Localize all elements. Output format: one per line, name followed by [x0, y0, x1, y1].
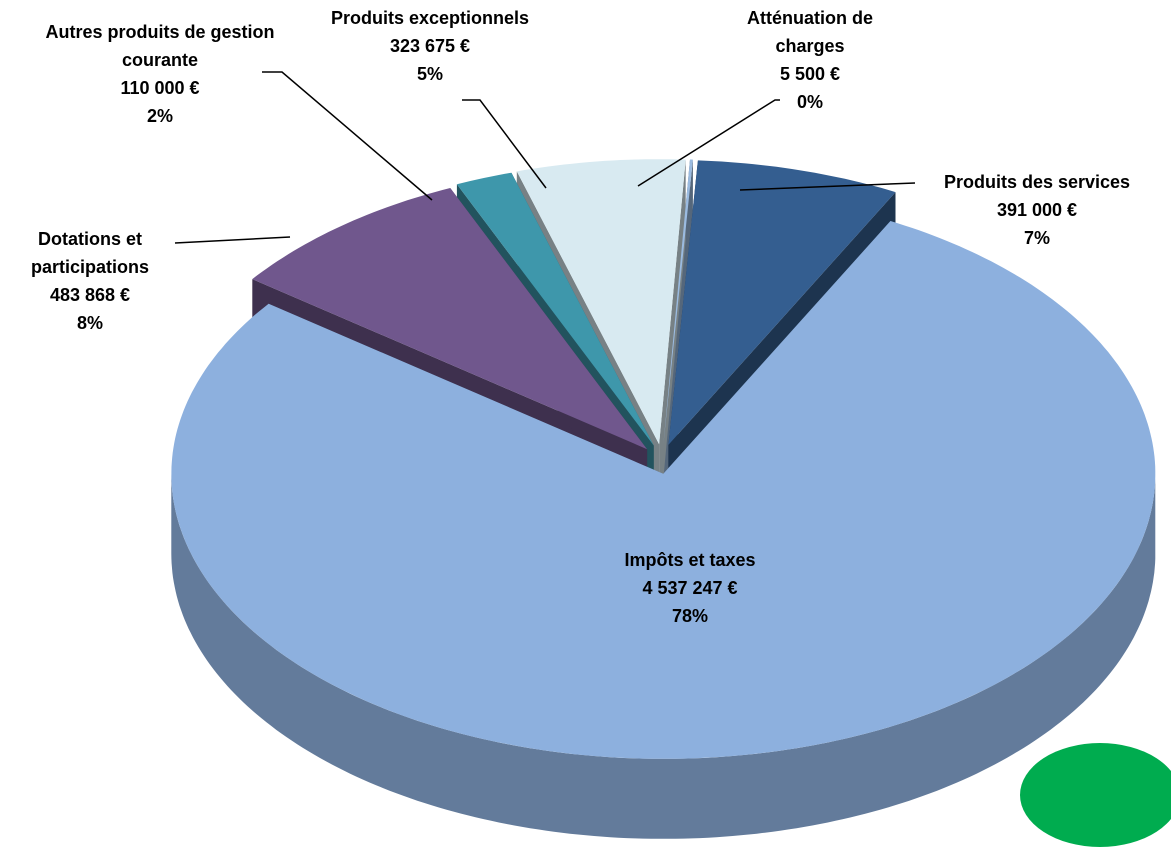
category-name: Autres produits de gestion courante	[45, 22, 275, 70]
percent-label: 78%	[671, 606, 709, 626]
percent-label: 8%	[76, 313, 103, 333]
category-name: Dotations et participations	[30, 229, 150, 277]
value-label: 4 537 247 €	[642, 578, 738, 598]
value-label: 483 868 €	[49, 285, 131, 305]
leader-line	[637, 99, 780, 187]
leader-line	[262, 71, 433, 201]
value-label: 110 000 €	[120, 78, 200, 98]
leader-line	[174, 236, 291, 244]
slice	[516, 159, 686, 445]
slice	[171, 221, 1156, 759]
percent-label: 5%	[416, 64, 443, 84]
slice-label: Impôts et taxes 4 537 247 € 78%	[580, 546, 800, 630]
slice-label: Produits des services 391 000 € 7%	[907, 168, 1167, 252]
category-name: Produits exceptionnels	[330, 8, 530, 28]
slice-wall	[171, 473, 1156, 839]
pie	[171, 159, 1156, 839]
leader-line	[739, 182, 916, 191]
slice-label: Atténuation de charges 5 500 € 0%	[725, 4, 895, 116]
slice	[663, 159, 693, 444]
value-label: 5 500 €	[779, 64, 841, 84]
slice	[252, 188, 648, 450]
slice-label: Produits exceptionnels 323 675 € 5%	[300, 4, 560, 88]
percent-label: 2%	[146, 106, 173, 126]
percent-label: 7%	[1023, 228, 1050, 248]
decoration-ellipse	[1020, 743, 1171, 847]
value-label: 391 000 €	[996, 200, 1078, 220]
percent-label: 0%	[796, 92, 823, 112]
category-name: Impôts et taxes	[624, 550, 756, 570]
slice-label: Dotations et participations 483 868 € 8%	[5, 225, 175, 337]
leader-line	[462, 99, 547, 189]
value-label: 323 675 €	[389, 36, 471, 56]
slice-side	[659, 159, 686, 525]
slice-label: Autres produits de gestion courante 110 0…	[45, 18, 275, 130]
category-name: Atténuation de charges	[747, 8, 873, 56]
slice	[456, 172, 654, 446]
category-name: Produits des services	[943, 172, 1131, 192]
slice	[668, 160, 896, 445]
